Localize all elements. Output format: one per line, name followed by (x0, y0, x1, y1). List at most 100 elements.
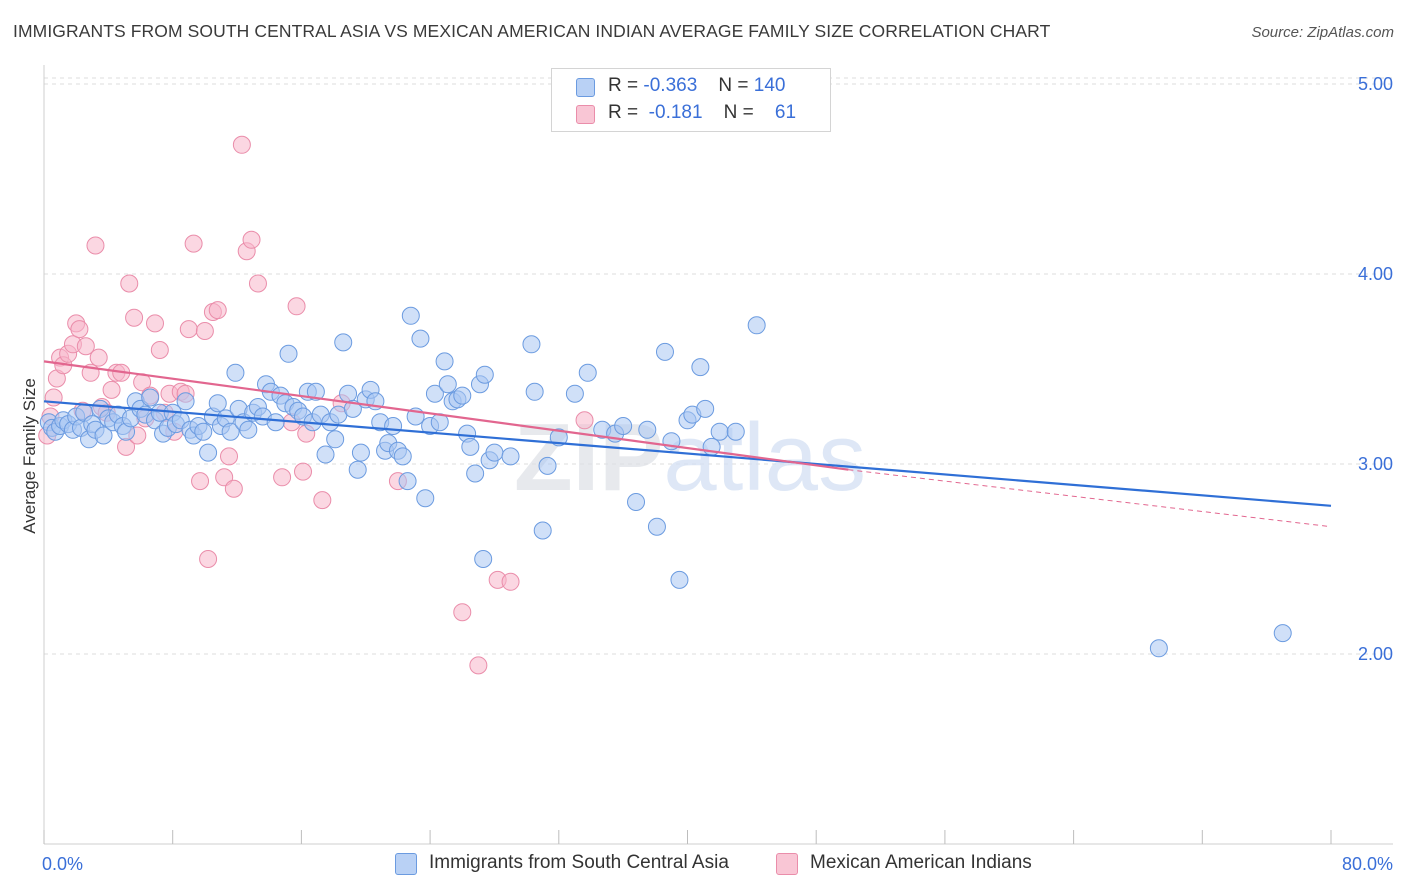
blue-point (401, 306, 420, 325)
pink-point (294, 462, 313, 481)
blue-point (670, 570, 689, 589)
pink-trend-line (43, 360, 849, 471)
gridlines (44, 77, 1393, 655)
legend-r-value: -0.363 (643, 75, 698, 96)
blue-point (279, 344, 298, 363)
pink-point (287, 297, 306, 316)
blue-point (710, 422, 729, 441)
blue-point (306, 382, 325, 401)
pink-points (38, 88, 826, 675)
x-tick-label-min: 0.0% (42, 854, 83, 874)
pink-point (76, 337, 95, 356)
blue-point (221, 422, 240, 441)
blue-point (538, 456, 557, 475)
blue-point (416, 489, 435, 508)
pink-point (224, 479, 243, 498)
pink-point (242, 230, 261, 249)
y-tick-label: 4.00 (1358, 264, 1393, 284)
blue-point (1273, 624, 1292, 643)
blue-point (453, 386, 472, 405)
legend-r-label: R = (608, 102, 639, 123)
pink-point (191, 472, 210, 491)
blue-point (199, 443, 218, 462)
blue-point (435, 352, 454, 371)
y-tick-label: 5.00 (1358, 74, 1393, 94)
y-axis-label: Average Family Size (20, 378, 39, 534)
blue-point (461, 437, 480, 456)
source-label: Source: ZipAtlas.com (1251, 24, 1394, 41)
blue-point (726, 422, 745, 441)
blue-point (194, 422, 213, 441)
pink-point (150, 341, 169, 359)
blue-point (696, 399, 715, 418)
y-tick-label: 2.00 (1358, 644, 1393, 664)
blue-point (475, 365, 494, 384)
pink-point (220, 447, 239, 466)
pink-point (146, 314, 165, 333)
blue-point (578, 363, 597, 382)
legend-swatch-pink (576, 105, 595, 124)
bottom-legend-swatch-pink (776, 853, 798, 875)
pink-point (313, 491, 332, 510)
pink-point (89, 348, 108, 367)
pink-point (232, 135, 251, 154)
correlation-legend: R = -0.363 N = 140 R = -0.181 N = 61 (551, 68, 831, 132)
blue-point (638, 420, 657, 439)
blue-point (565, 384, 584, 403)
blue-point (522, 335, 541, 354)
pink-point (501, 572, 520, 591)
blue-point (351, 443, 370, 462)
chart-title: IMMIGRANTS FROM SOUTH CENTRAL ASIA VS ME… (13, 21, 1051, 41)
pink-point (453, 603, 472, 622)
pink-point (273, 468, 292, 487)
blue-point (398, 472, 417, 491)
legend-swatch-blue (576, 78, 595, 97)
blue-point (747, 316, 766, 335)
pink-point (248, 274, 267, 293)
blue-point (614, 417, 633, 435)
blue-point (411, 329, 430, 348)
pink-point (179, 320, 198, 339)
blue-point (384, 417, 403, 435)
blue-point (438, 375, 457, 394)
pink-point (70, 320, 89, 339)
blue-point (208, 394, 227, 413)
blue-point (691, 358, 710, 377)
blue-point (549, 428, 568, 447)
blue-point (266, 413, 285, 432)
blue-point (533, 521, 552, 540)
legend-n-label: N = (718, 75, 749, 96)
blue-point (94, 426, 113, 445)
axes (43, 65, 1393, 845)
blue-trend-line (43, 400, 1332, 507)
pink-point (575, 411, 594, 430)
blue-point (1149, 639, 1168, 658)
blue-point (425, 384, 444, 403)
y-tick-label: 3.00 (1358, 454, 1393, 474)
pink-point (86, 236, 105, 255)
blue-point (525, 382, 544, 401)
blue-point (326, 430, 345, 449)
legend-n-label: N = (723, 102, 754, 123)
blue-point (647, 517, 666, 536)
legend-r-label: R = (608, 75, 639, 96)
pink-point (102, 380, 121, 399)
x-tick-label-max: 80.0% (1342, 854, 1393, 874)
bottom-legend-swatch-blue (395, 853, 417, 875)
y-tick-labels: 2.00 3.00 4.00 5.00 (1358, 74, 1393, 664)
blue-point (339, 384, 358, 403)
blue-point (474, 550, 493, 568)
blue-point (485, 443, 504, 462)
pink-point (208, 301, 227, 320)
blue-point (176, 392, 195, 411)
legend-n-value: 61 (774, 102, 797, 123)
pink-point (199, 550, 218, 568)
blue-point (348, 460, 367, 479)
blue-point (316, 445, 335, 464)
pink-point (184, 234, 203, 253)
blue-point (501, 447, 520, 466)
legend-r-value: -0.181 (648, 102, 703, 123)
blue-point (627, 493, 646, 511)
blue-point (141, 388, 160, 407)
